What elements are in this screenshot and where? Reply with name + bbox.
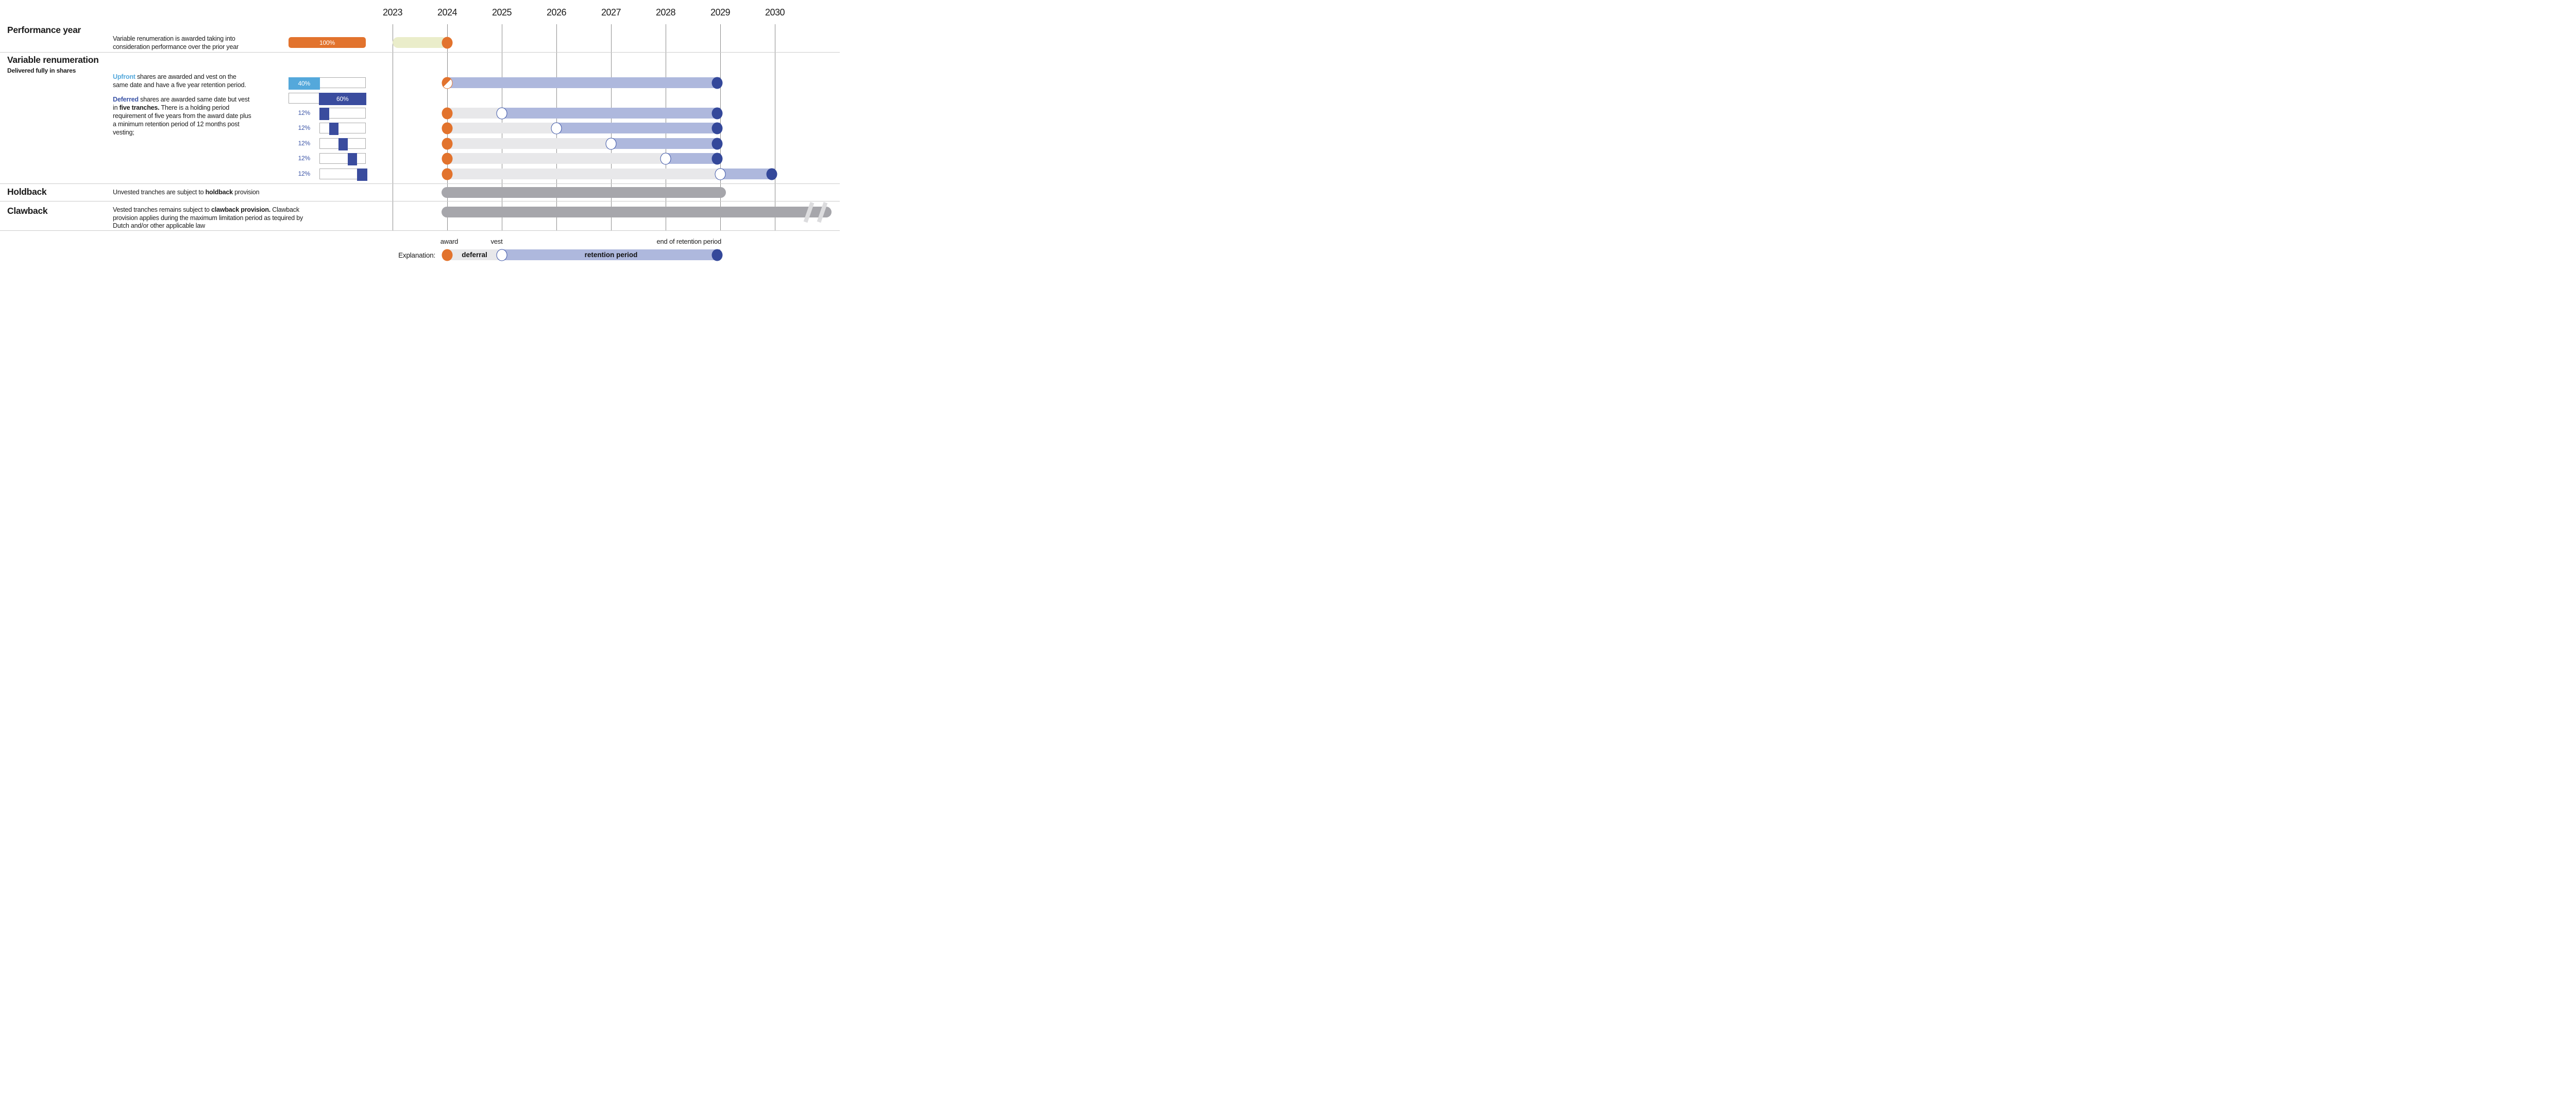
vest-dot	[496, 107, 507, 119]
retention-bar	[556, 123, 720, 133]
tranche-1-bar	[319, 107, 366, 120]
legend-award-label: award	[440, 238, 459, 245]
vest-dot	[715, 168, 726, 180]
legend-vest-label: vest	[490, 238, 503, 245]
award-dot	[442, 168, 453, 180]
performance-year-heading: Performance year	[7, 25, 81, 35]
tranche-pct-label: 12%	[298, 124, 311, 131]
tranche-2-fill	[329, 122, 338, 135]
upfront-pct-value: 40%	[298, 79, 311, 87]
award-dot	[442, 37, 453, 49]
vest-dot	[551, 122, 562, 134]
award-dot	[442, 107, 453, 119]
clawback-description: Vested tranches remains subject to clawb…	[113, 206, 303, 229]
retention-bar	[502, 108, 720, 119]
performance-pct-value: 100%	[319, 39, 335, 46]
deferral-bar	[447, 123, 556, 133]
end-of-retention-dot	[711, 122, 723, 134]
vest-dot	[660, 153, 671, 164]
end-of-retention-dot	[711, 77, 723, 89]
end-of-retention-dot	[766, 168, 777, 180]
upfront-term: Upfront	[113, 73, 135, 80]
tranche-3-bar	[319, 138, 366, 150]
clawback-bar	[442, 207, 832, 217]
tranche-pct-label: 12%	[298, 140, 311, 147]
legend-end-label: end of retention period	[656, 238, 722, 245]
deferral-bar	[447, 169, 720, 179]
legend-vest-dot	[496, 249, 507, 261]
year-label: 2024	[437, 7, 457, 18]
award-dot	[442, 138, 453, 149]
vest-dot	[605, 138, 617, 149]
delivered-in-shares-subheading: Delivered fully in shares	[7, 67, 76, 74]
variable-renumeration-heading: Variable renumeration	[7, 55, 99, 65]
tranche-pct-label: 12%	[298, 170, 311, 177]
legend-deferral-text: deferral	[462, 251, 487, 259]
tranche-2-bar	[319, 122, 366, 135]
remuneration-timeline-chart: 2023 2024 2025 2026 2027 2028 2029 2030 …	[0, 0, 840, 274]
deferral-bar	[447, 108, 502, 119]
upfront-allocation-fill: 40%	[288, 77, 320, 90]
legend-award-dot	[442, 249, 453, 261]
tranche-pct-label: 12%	[298, 109, 311, 116]
separator	[0, 230, 840, 231]
retention-bar	[666, 153, 720, 164]
performance-pct-bar: 100%	[289, 37, 366, 48]
legend-title: Explanation:	[398, 251, 435, 259]
award-and-vest-dot	[442, 77, 453, 89]
tranche-5-fill	[357, 168, 367, 181]
tranche-4-fill	[348, 153, 357, 165]
tranche-pct-label: 12%	[298, 155, 311, 162]
holdback-description: Unvested tranches are subject to holdbac…	[113, 189, 260, 196]
separator	[0, 52, 840, 53]
separator	[0, 183, 840, 184]
year-label: 2029	[710, 7, 731, 18]
legend-end-dot	[711, 249, 723, 261]
tranche-1-fill	[319, 107, 329, 120]
tranche-5-bar	[319, 168, 367, 181]
upfront-retention-bar	[447, 77, 720, 88]
year-label: 2030	[765, 7, 785, 18]
upfront-allocation-bar: 40%	[288, 77, 366, 90]
performance-description: Variable renumeration is awarded taking …	[113, 35, 239, 50]
holdback-bar	[442, 187, 726, 198]
year-label: 2023	[382, 7, 403, 18]
award-dot	[442, 153, 453, 164]
end-of-retention-dot	[711, 107, 723, 119]
tranche-4-bar	[319, 153, 366, 165]
year-label: 2028	[655, 7, 676, 18]
clawback-heading: Clawback	[7, 206, 48, 216]
end-of-retention-dot	[711, 153, 723, 164]
deferred-pct-value: 60%	[336, 95, 349, 103]
legend-retention-text: retention period	[584, 251, 638, 259]
holdback-heading: Holdback	[7, 187, 47, 197]
retention-bar	[720, 169, 775, 179]
deferral-bar	[447, 138, 611, 149]
retention-bar	[611, 138, 720, 149]
deferral-bar	[447, 153, 666, 164]
deferred-term: Deferred	[113, 96, 139, 103]
tranche-3-fill	[338, 138, 348, 150]
end-of-retention-dot	[711, 138, 723, 149]
year-label: 2027	[601, 7, 621, 18]
performance-period-bar	[393, 37, 447, 48]
upfront-description: Upfront shares are awarded and vest on t…	[113, 73, 246, 89]
award-dot	[442, 122, 453, 134]
deferred-description: Deferred shares are awarded same date bu…	[113, 96, 251, 136]
year-label: 2025	[492, 7, 512, 18]
deferred-allocation-fill: 60%	[319, 92, 366, 105]
year-label: 2026	[546, 7, 567, 18]
legend-retention-segment: retention period	[502, 249, 720, 260]
deferred-allocation-bar: 60%	[289, 92, 366, 105]
legend-deferral-segment: deferral	[447, 249, 502, 260]
